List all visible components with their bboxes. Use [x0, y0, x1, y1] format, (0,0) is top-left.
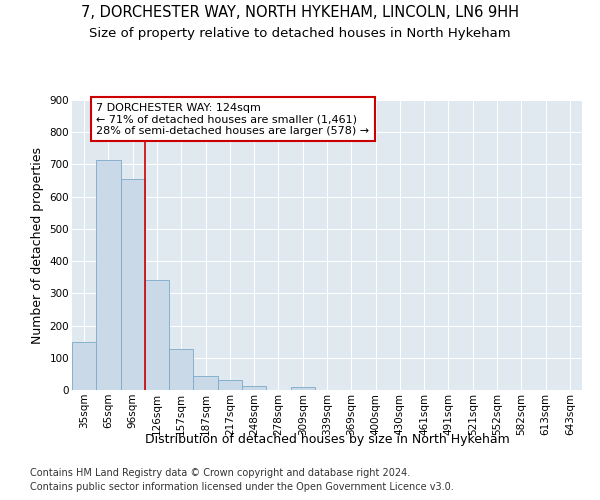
Bar	[145, 280, 169, 390]
Bar	[121, 179, 145, 390]
Bar	[290, 388, 315, 390]
Y-axis label: Number of detached properties: Number of detached properties	[31, 146, 44, 344]
Text: 7 DORCHESTER WAY: 124sqm
← 71% of detached houses are smaller (1,461)
28% of sem: 7 DORCHESTER WAY: 124sqm ← 71% of detach…	[96, 102, 370, 136]
Text: Contains HM Land Registry data © Crown copyright and database right 2024.: Contains HM Land Registry data © Crown c…	[30, 468, 410, 477]
Text: 7, DORCHESTER WAY, NORTH HYKEHAM, LINCOLN, LN6 9HH: 7, DORCHESTER WAY, NORTH HYKEHAM, LINCOL…	[81, 5, 519, 20]
Bar	[242, 386, 266, 390]
Bar	[72, 342, 96, 390]
Bar	[169, 349, 193, 390]
Text: Size of property relative to detached houses in North Hykeham: Size of property relative to detached ho…	[89, 28, 511, 40]
Text: Distribution of detached houses by size in North Hykeham: Distribution of detached houses by size …	[145, 432, 509, 446]
Text: Contains public sector information licensed under the Open Government Licence v3: Contains public sector information licen…	[30, 482, 454, 492]
Bar	[96, 160, 121, 390]
Bar	[193, 376, 218, 390]
Bar	[218, 380, 242, 390]
